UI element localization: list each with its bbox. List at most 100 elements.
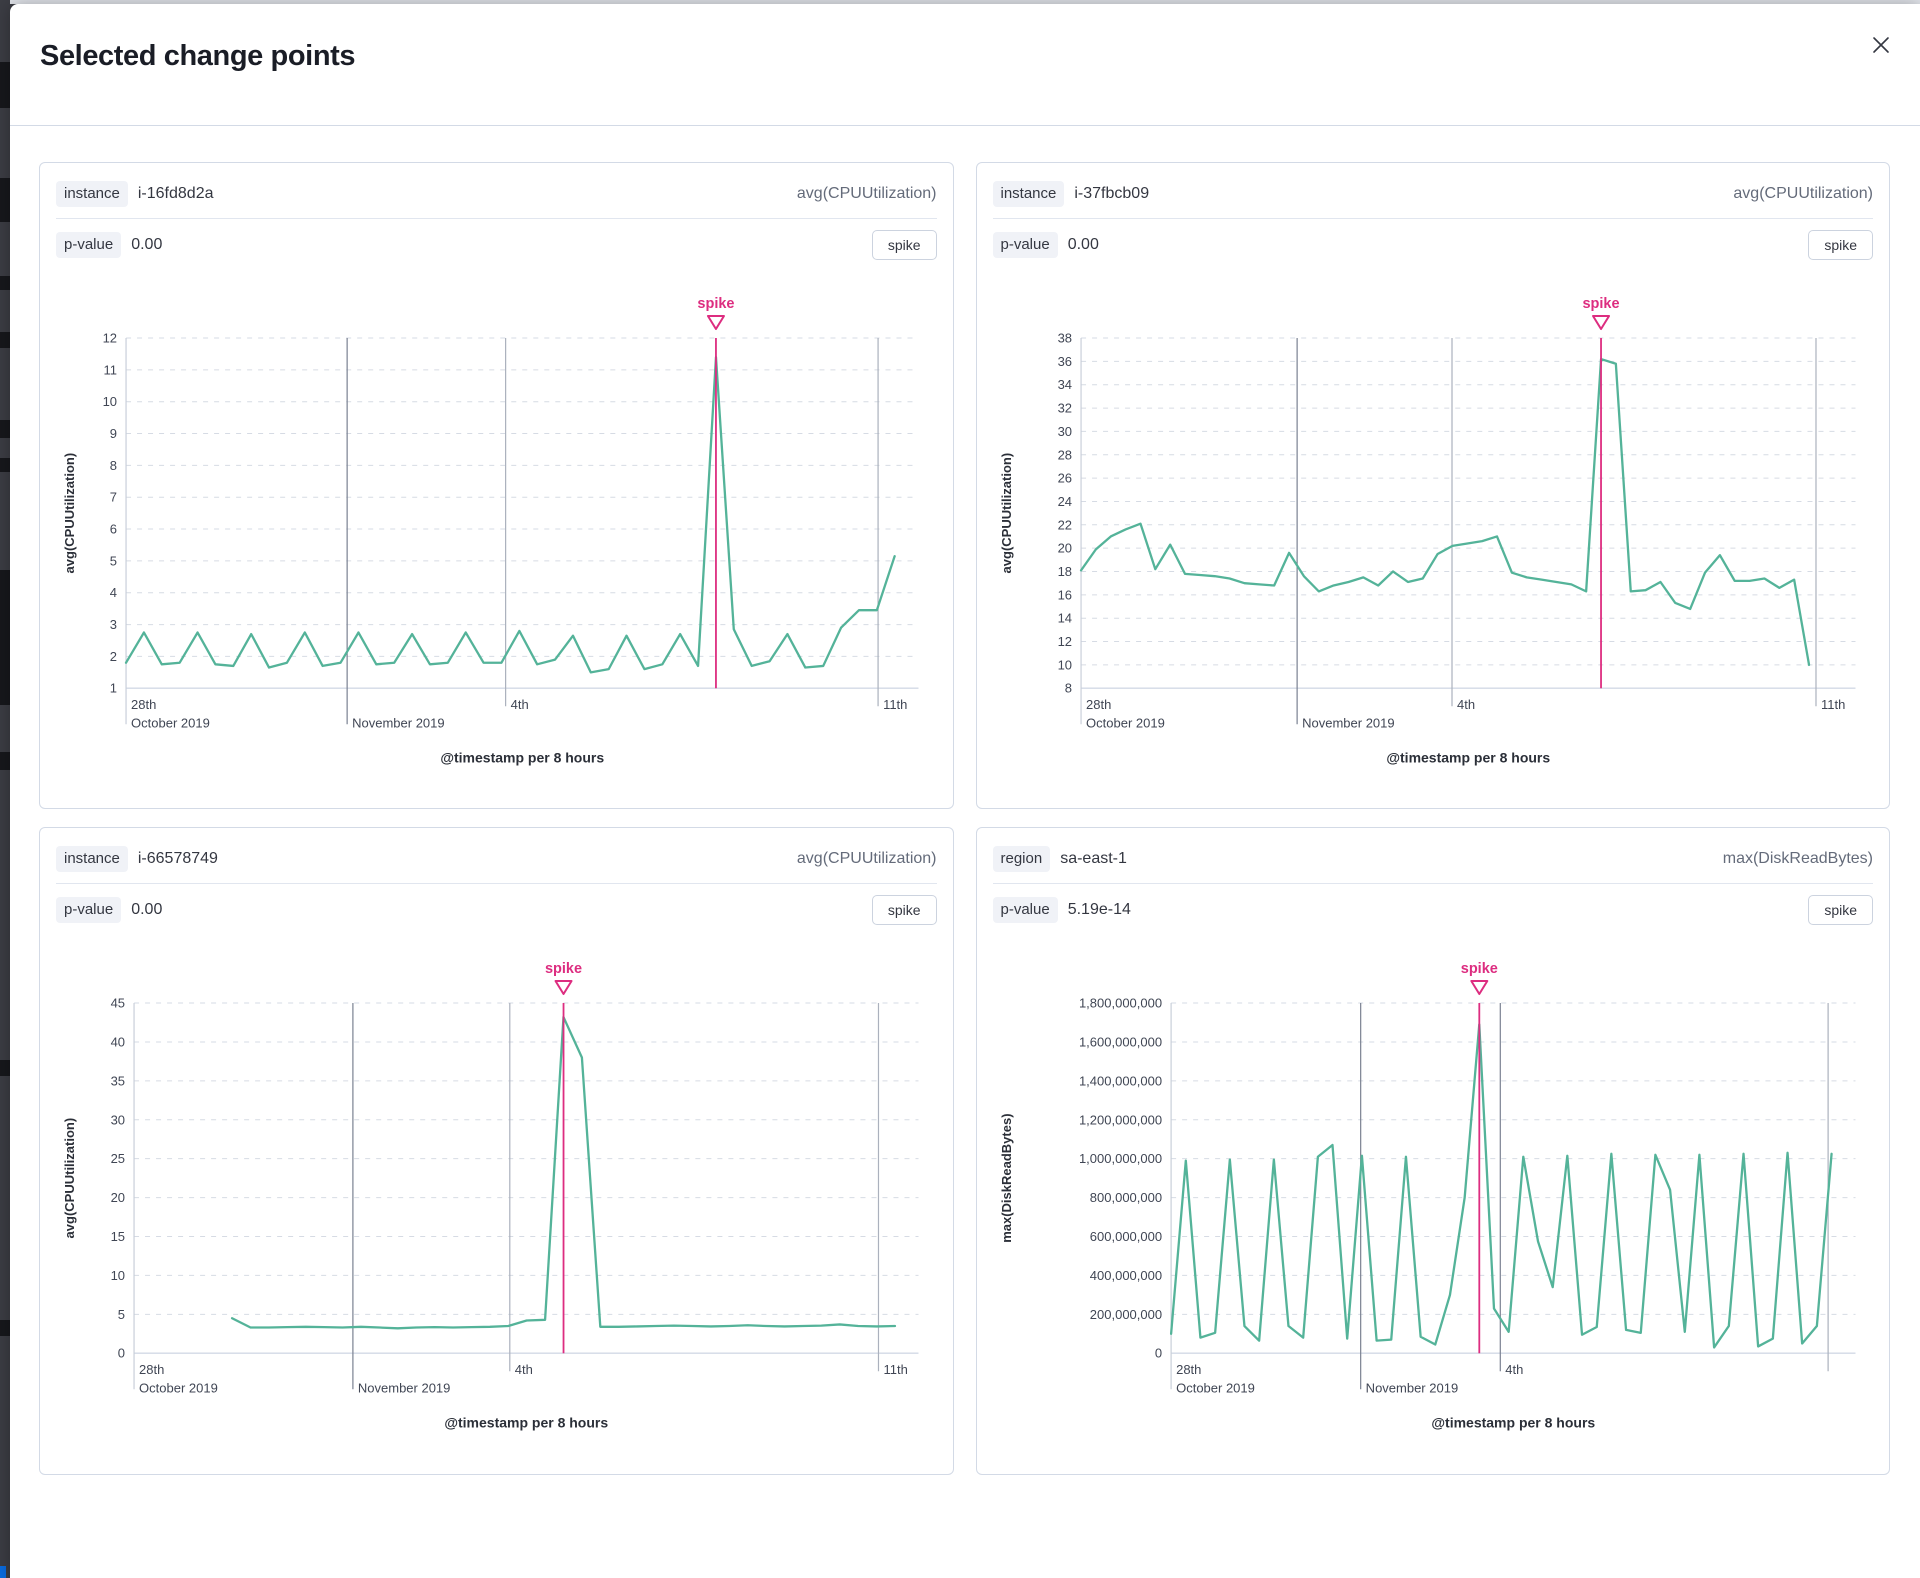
y-axis-tick-label: 14 bbox=[1057, 611, 1071, 626]
x-axis-title: @timestamp per 8 hours bbox=[444, 1415, 608, 1431]
y-axis-tick-label: 600,000,000 bbox=[1089, 1229, 1161, 1244]
y-axis-tick-label: 12 bbox=[103, 331, 117, 346]
y-axis-title: avg(CPUUtilization) bbox=[62, 453, 77, 574]
metric-label: max(DiskReadBytes) bbox=[1722, 850, 1873, 868]
y-axis-tick-label: 9 bbox=[110, 426, 117, 441]
p-value: 0.00 bbox=[131, 901, 163, 919]
y-axis-tick-label: 8 bbox=[110, 458, 117, 473]
split-field-value: sa-east-1 bbox=[1060, 850, 1127, 868]
y-axis-tick-label: 40 bbox=[111, 1035, 125, 1050]
x-axis-tick-label: 4th bbox=[1457, 697, 1475, 712]
x-axis-title: @timestamp per 8 hours bbox=[1431, 1415, 1595, 1431]
change-point-panel: region sa-east-1 max(DiskReadBytes) p-va… bbox=[975, 827, 1890, 1475]
y-axis-tick-label: 6 bbox=[110, 522, 117, 537]
split-field-badge: instance bbox=[56, 181, 128, 207]
background-glyph bbox=[0, 420, 10, 438]
x-axis-tick-label: 11th bbox=[883, 1363, 907, 1378]
change-type-button[interactable]: spike bbox=[871, 895, 937, 926]
background-glyph bbox=[0, 1320, 10, 1336]
x-axis-title: @timestamp per 8 hours bbox=[1386, 749, 1550, 765]
x-axis-tick-label: 11th bbox=[1820, 697, 1844, 712]
y-axis-tick-label: 20 bbox=[111, 1190, 125, 1205]
y-axis-tick-label: 35 bbox=[111, 1074, 125, 1089]
change-point-panel: instance i-16fd8d2a avg(CPUUtilization) … bbox=[39, 162, 954, 810]
y-axis-tick-label: 12 bbox=[1057, 634, 1071, 649]
y-axis-tick-label: 11 bbox=[104, 362, 118, 377]
y-axis-tick-label: 1,800,000,000 bbox=[1078, 996, 1161, 1011]
spike-annotation-marker bbox=[706, 315, 725, 331]
metric-label: avg(CPUUtilization) bbox=[1733, 185, 1873, 202]
x-axis-title: @timestamp per 8 hours bbox=[440, 749, 604, 765]
background-accent-bar bbox=[0, 1566, 6, 1578]
x-axis-tick-label: 11th bbox=[883, 697, 907, 712]
x-axis-tick-label: 4th bbox=[511, 697, 529, 712]
y-axis-tick-label: 32 bbox=[1057, 401, 1071, 416]
p-value: 5.19e-14 bbox=[1067, 901, 1131, 919]
y-axis-title: avg(CPUUtilization) bbox=[62, 1118, 77, 1239]
chart-svg: 0 5 10 15 20 25 30 35 40 45 28th October 2019 Novemb… bbox=[62, 961, 919, 1431]
change-type-button[interactable]: spike bbox=[871, 230, 937, 260]
x-axis-tick-label: October 2019 bbox=[131, 715, 210, 730]
x-axis-tick-label: 28th bbox=[131, 697, 156, 712]
x-axis-tick-label: 4th bbox=[1505, 1363, 1523, 1378]
spike-annotation-marker bbox=[1591, 315, 1610, 331]
y-axis-tick-label: 400,000,000 bbox=[1089, 1268, 1161, 1283]
chart-svg: 8 10 12 14 16 18 20 22 24 26 28 30 32 34 36 38 28th Octob… bbox=[999, 296, 1855, 765]
y-axis-tick-label: 22 bbox=[1057, 517, 1071, 532]
y-axis-tick-label: 36 bbox=[1057, 354, 1071, 369]
p-value-badge: p-value bbox=[56, 897, 122, 924]
x-axis-tick-label: November 2019 bbox=[358, 1381, 451, 1396]
y-axis-title: avg(CPUUtilization) bbox=[999, 453, 1014, 574]
y-axis-tick-label: 15 bbox=[111, 1229, 125, 1244]
y-axis-tick-label: 38 bbox=[1057, 331, 1071, 346]
page-title: Selected change points bbox=[40, 40, 356, 72]
y-axis-tick-label: 7 bbox=[110, 490, 117, 505]
y-axis-tick-label: 30 bbox=[111, 1113, 125, 1128]
background-glyph bbox=[0, 276, 10, 290]
split-field-badge: instance bbox=[56, 846, 128, 873]
metric-label: avg(CPUUtilization) bbox=[796, 185, 937, 202]
spike-annotation-label: spike bbox=[1582, 296, 1619, 312]
y-axis-tick-label: 26 bbox=[1057, 471, 1071, 486]
p-value-badge: p-value bbox=[992, 232, 1058, 258]
x-axis-tick-label: 4th bbox=[515, 1363, 533, 1378]
background-block bbox=[0, 570, 10, 705]
y-axis-tick-label: 34 bbox=[1057, 377, 1071, 392]
close-button[interactable] bbox=[1866, 30, 1896, 60]
background-glyph bbox=[0, 752, 10, 770]
change-type-button[interactable]: spike bbox=[1808, 895, 1873, 926]
y-axis-title: max(DiskReadBytes) bbox=[999, 1114, 1014, 1243]
background-glyph bbox=[0, 62, 10, 108]
change-point-chart: 8 10 12 14 16 18 20 22 24 26 28 30 32 34 36 38 28th Octob… bbox=[993, 268, 1874, 796]
change-points-modal: Selected change points instance i-16fd8d… bbox=[10, 4, 1920, 1578]
spike-annotation-marker bbox=[554, 980, 573, 996]
series-line bbox=[1169, 1023, 1833, 1349]
y-axis-tick-label: 1,400,000,000 bbox=[1078, 1074, 1161, 1089]
y-axis-tick-label: 800,000,000 bbox=[1089, 1190, 1161, 1205]
y-axis-tick-label: 16 bbox=[1057, 587, 1071, 602]
x-axis-tick-label: October 2019 bbox=[1086, 715, 1165, 730]
spike-annotation-label: spike bbox=[545, 961, 582, 977]
spike-annotation-marker bbox=[1469, 980, 1488, 996]
y-axis-tick-label: 25 bbox=[111, 1151, 125, 1166]
p-value-badge: p-value bbox=[56, 232, 122, 258]
y-axis-tick-label: 1,200,000,000 bbox=[1078, 1113, 1161, 1128]
y-axis-tick-label: 10 bbox=[1057, 657, 1071, 672]
x-axis-tick-label: 28th bbox=[139, 1363, 164, 1378]
background-glyph bbox=[0, 458, 10, 472]
y-axis-tick-label: 10 bbox=[103, 394, 117, 409]
y-axis-tick-label: 200,000,000 bbox=[1089, 1307, 1161, 1322]
spike-annotation-label: spike bbox=[697, 296, 734, 312]
y-axis-tick-label: 4 bbox=[110, 585, 117, 600]
y-axis-tick-label: 1,000,000,000 bbox=[1078, 1151, 1161, 1166]
change-type-button[interactable]: spike bbox=[1808, 230, 1873, 260]
panels-grid: instance i-16fd8d2a avg(CPUUtilization) … bbox=[10, 126, 1920, 1475]
close-icon bbox=[1873, 37, 1889, 53]
p-value-badge: p-value bbox=[992, 897, 1058, 924]
y-axis-tick-label: 8 bbox=[1064, 681, 1071, 696]
split-field-value: i-16fd8d2a bbox=[137, 185, 214, 202]
y-axis-tick-label: 24 bbox=[1057, 494, 1071, 509]
split-field-value: i-37fbcb09 bbox=[1074, 185, 1150, 202]
background-glyph bbox=[0, 178, 10, 222]
